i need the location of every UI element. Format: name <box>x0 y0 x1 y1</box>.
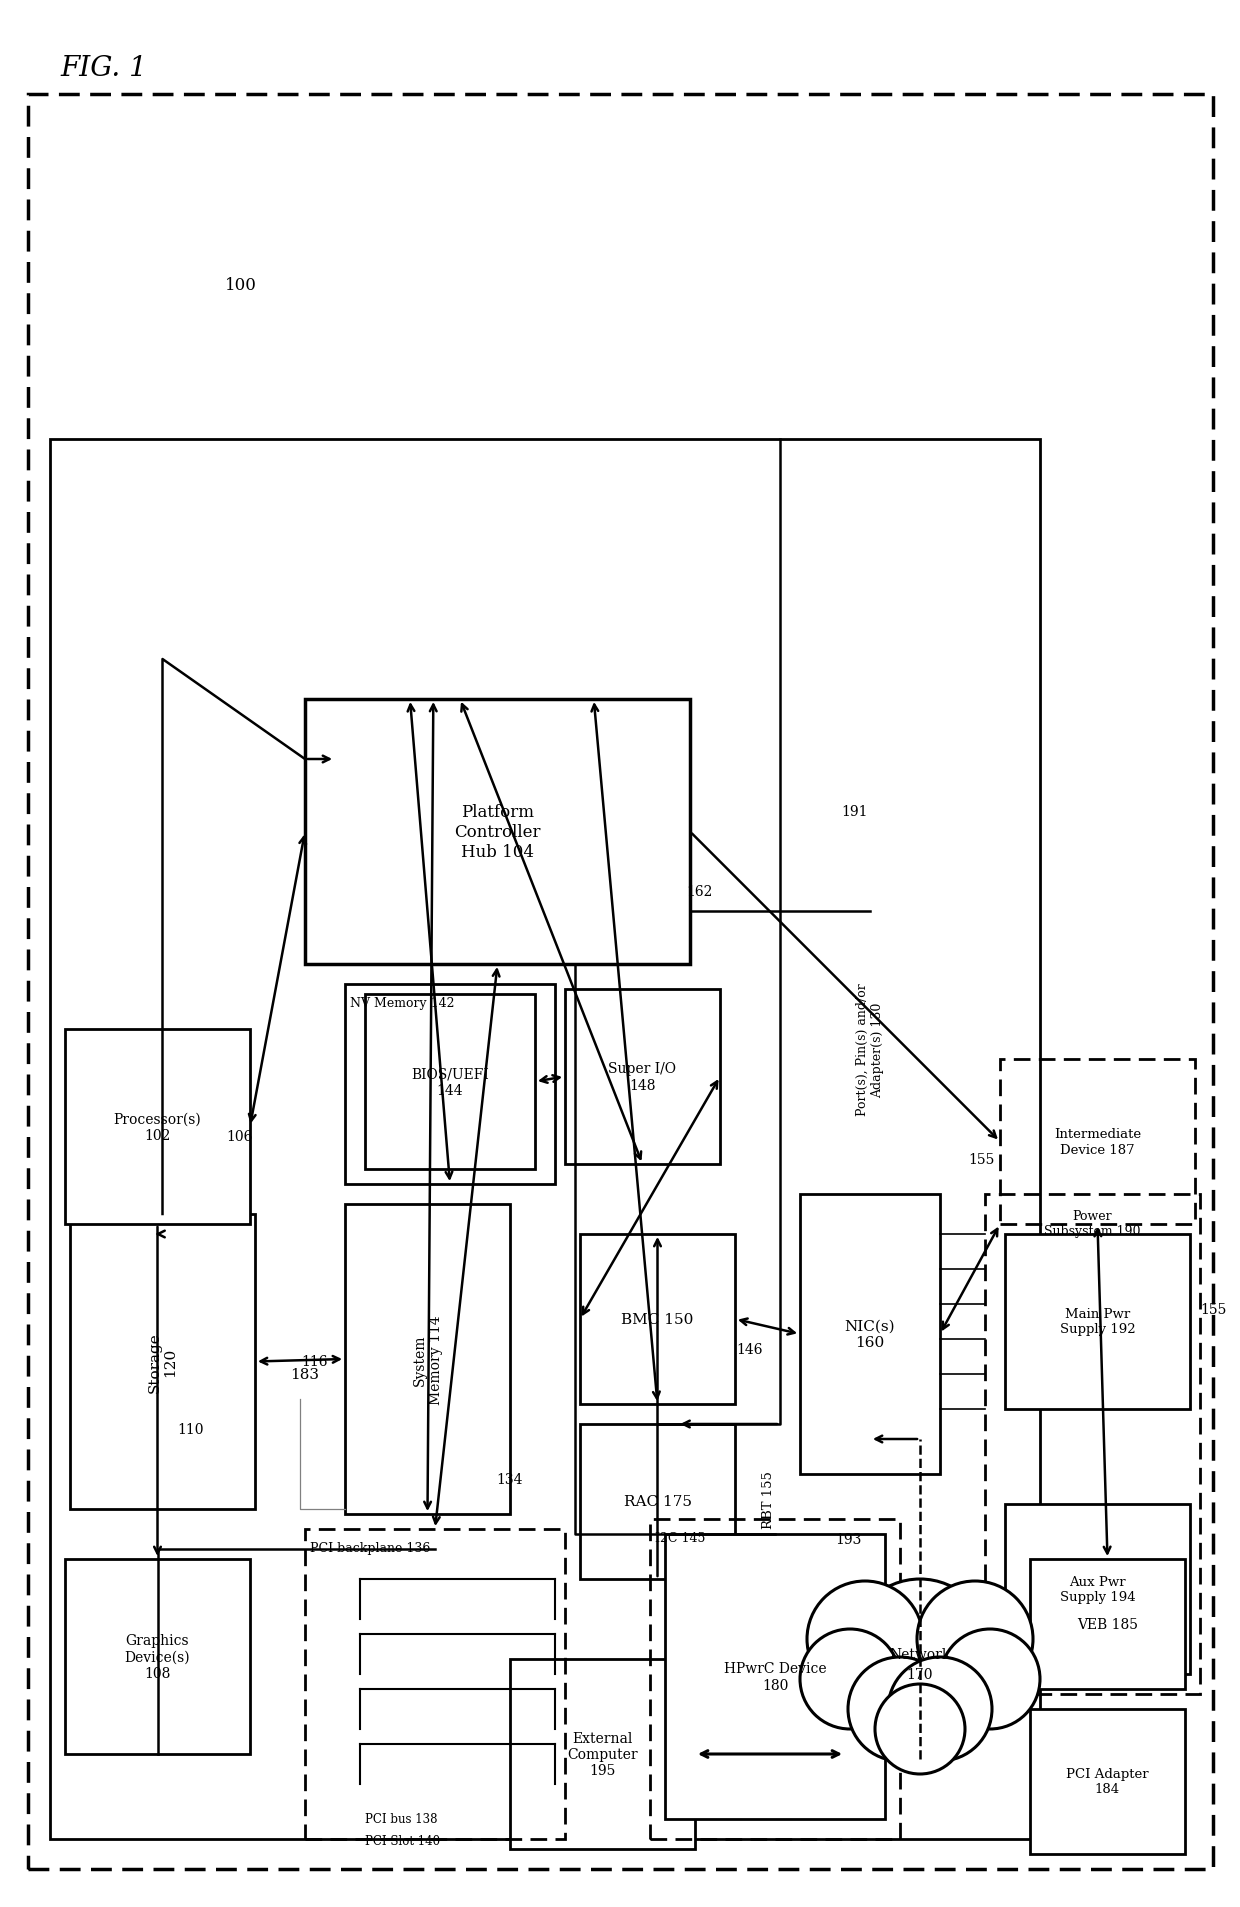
Text: Main Pwr
Supply 192: Main Pwr Supply 192 <box>1060 1308 1136 1335</box>
Text: 106: 106 <box>227 1129 253 1144</box>
Text: RAC 175: RAC 175 <box>624 1495 692 1508</box>
Text: Port(s), Pin(s) and/or
Adapter(s) 130: Port(s), Pin(s) and/or Adapter(s) 130 <box>856 984 884 1116</box>
Text: 134: 134 <box>497 1472 523 1486</box>
Bar <box>365 994 534 1169</box>
Bar <box>345 1205 510 1514</box>
Bar <box>50 441 1040 1838</box>
Text: Intermediate
Device 187: Intermediate Device 187 <box>1054 1127 1141 1156</box>
Text: Platform
Controller
Hub 104: Platform Controller Hub 104 <box>454 805 541 860</box>
Circle shape <box>875 1684 965 1774</box>
Text: Power
Subsystem 190: Power Subsystem 190 <box>1044 1209 1141 1238</box>
Text: VEB 185: VEB 185 <box>1078 1617 1138 1630</box>
Circle shape <box>940 1629 1040 1730</box>
Text: HPwrC Device
180: HPwrC Device 180 <box>724 1661 826 1692</box>
Bar <box>800 1194 940 1474</box>
Text: NV Memory 142: NV Memory 142 <box>350 997 455 1009</box>
Text: External
Computer
195: External Computer 195 <box>567 1732 637 1777</box>
Text: 155: 155 <box>1200 1302 1226 1316</box>
Text: Aux Pwr
Supply 194: Aux Pwr Supply 194 <box>1060 1575 1136 1604</box>
Bar <box>305 1529 565 1838</box>
Circle shape <box>888 1657 992 1760</box>
Text: Network: Network <box>889 1648 951 1661</box>
Text: I2C 145: I2C 145 <box>655 1531 706 1545</box>
Text: 193: 193 <box>835 1531 862 1547</box>
Text: PCI backplane 136: PCI backplane 136 <box>310 1541 430 1554</box>
Text: Super I/O
148: Super I/O 148 <box>609 1062 677 1093</box>
Bar <box>1004 1505 1190 1674</box>
Text: 162: 162 <box>687 885 713 898</box>
Circle shape <box>800 1629 900 1730</box>
Text: FIG. 1: FIG. 1 <box>60 55 146 82</box>
Bar <box>580 1425 735 1579</box>
Text: 116: 116 <box>301 1354 329 1369</box>
Text: Processor(s)
102: Processor(s) 102 <box>114 1112 201 1142</box>
Text: 146: 146 <box>737 1343 764 1356</box>
Circle shape <box>848 1657 952 1760</box>
Text: 100: 100 <box>224 277 257 294</box>
Bar <box>985 1194 1200 1693</box>
Bar <box>565 990 720 1165</box>
Circle shape <box>807 1581 923 1697</box>
Text: PCI Adapter
184: PCI Adapter 184 <box>1066 1768 1148 1796</box>
Text: Storage
120: Storage 120 <box>148 1331 177 1392</box>
Text: 191: 191 <box>842 805 868 820</box>
Text: 183: 183 <box>290 1367 319 1381</box>
Text: RBT 155: RBT 155 <box>761 1470 775 1528</box>
Bar <box>345 984 556 1184</box>
Bar <box>665 1535 885 1819</box>
Text: 110: 110 <box>177 1423 205 1436</box>
Bar <box>1030 1709 1185 1854</box>
Text: PCI bus 138: PCI bus 138 <box>365 1812 438 1825</box>
Bar <box>510 1659 694 1850</box>
Circle shape <box>849 1579 990 1718</box>
Bar <box>650 1520 900 1838</box>
Bar <box>69 1215 255 1508</box>
Bar <box>580 1234 735 1404</box>
Text: BIOS/UEFI
144: BIOS/UEFI 144 <box>412 1066 489 1097</box>
Bar <box>999 1060 1195 1224</box>
Bar <box>1004 1234 1190 1409</box>
Bar <box>64 1030 250 1224</box>
Text: 170: 170 <box>906 1667 934 1682</box>
Text: 155: 155 <box>968 1152 994 1167</box>
Text: Graphics
Device(s)
108: Graphics Device(s) 108 <box>125 1634 190 1680</box>
Bar <box>305 700 689 965</box>
Bar <box>64 1560 250 1754</box>
Text: PCI Slot 140: PCI Slot 140 <box>365 1835 440 1848</box>
Circle shape <box>918 1581 1033 1697</box>
Bar <box>1030 1560 1185 1690</box>
Text: NIC(s)
160: NIC(s) 160 <box>844 1320 895 1350</box>
Text: BMC 150: BMC 150 <box>621 1312 693 1325</box>
Text: System
Memory 114: System Memory 114 <box>413 1314 443 1404</box>
